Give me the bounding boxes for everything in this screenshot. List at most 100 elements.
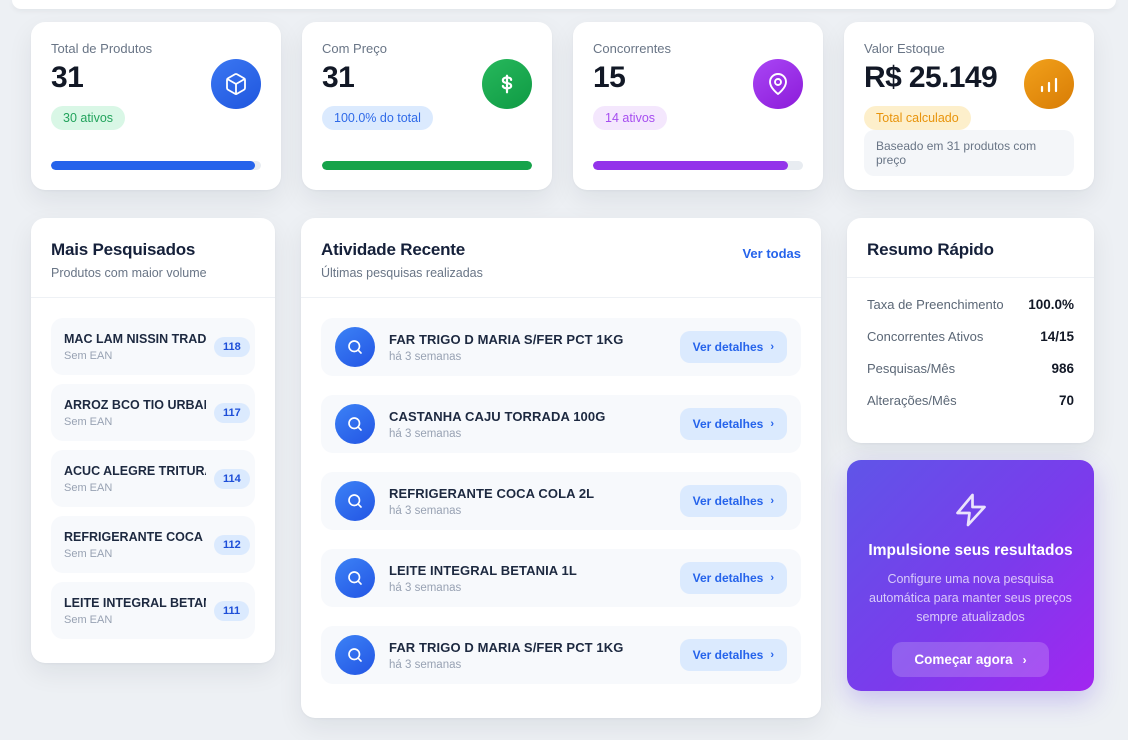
product-ean: Sem EAN — [64, 481, 113, 494]
list-item[interactable]: ACUC ALEGRE TRITURA... Sem EAN 114 — [51, 450, 255, 507]
search-count-badge: 114 — [214, 468, 250, 489]
summary-value: 100.0% — [1028, 297, 1074, 312]
most-searched-header: Mais Pesquisados Produtos com maior volu… — [31, 218, 275, 298]
panel-title: Mais Pesquisados — [51, 240, 196, 259]
progress-track — [51, 161, 261, 170]
status-badge: 100.0% do total — [322, 106, 433, 130]
progress-track — [593, 161, 803, 170]
search-count-badge: 112 — [214, 534, 250, 555]
view-details-button[interactable]: Ver detalhes › — [679, 331, 787, 363]
status-badge: Total calculado — [864, 106, 971, 130]
progress-fill — [593, 161, 789, 170]
product-name: REFRIGERANTE COCA C... — [64, 529, 206, 544]
stat-label: Com Preço — [322, 41, 388, 56]
summary-value: 70 — [1058, 393, 1074, 408]
stat-card-stock-value: Valor Estoque R$ 25.149 Total calculado … — [844, 22, 1094, 190]
quick-summary-header: Resumo Rápido — [847, 218, 1094, 278]
view-details-label: Ver detalhes — [692, 494, 764, 508]
view-details-label: Ver detalhes — [692, 648, 764, 662]
activity-product-name: CASTANHA CAJU TORRADA 100G — [389, 408, 606, 424]
product-name: ACUC ALEGRE TRITURA... — [64, 463, 206, 478]
list-item[interactable]: ARROZ BCO TIO URBAN... Sem EAN 117 — [51, 384, 255, 441]
list-item[interactable]: LEITE INTEGRAL BETANI... Sem EAN 111 — [51, 582, 255, 639]
chevron-right-icon: › — [770, 495, 774, 507]
header-edge — [12, 0, 1116, 9]
map-pin-icon — [753, 59, 803, 109]
activity-row: FAR TRIGO D MARIA S/FER PCT 1KG há 3 sem… — [321, 318, 801, 376]
status-badge: 14 ativos — [593, 106, 668, 130]
progress-fill — [322, 161, 532, 170]
promo-card: Impulsione seus resultados Configure uma… — [847, 460, 1094, 691]
summary-row: Pesquisas/Mês 986 — [867, 361, 1074, 376]
product-name: LEITE INTEGRAL BETANI... — [64, 595, 206, 610]
summary-row: Alterações/Mês 70 — [867, 393, 1074, 408]
stat-cards-row: Total de Produtos 31 30 ativos Com Preço… — [31, 22, 1094, 190]
stat-value: 31 — [322, 61, 355, 94]
progress-fill — [51, 161, 255, 170]
stat-value: R$ 25.149 — [864, 61, 998, 94]
most-searched-list: MAC LAM NISSIN TRAD ... Sem EAN 118 ARRO… — [31, 298, 275, 659]
summary-row: Concorrentes Ativos 14/15 — [867, 329, 1074, 344]
activity-timestamp: há 3 semanas — [389, 658, 462, 671]
progress-track — [322, 161, 532, 170]
stat-footnote: Baseado em 31 produtos com preço — [864, 130, 1074, 176]
stat-value: 31 — [51, 61, 84, 94]
activity-product-name: FAR TRIGO D MARIA S/FER PCT 1KG — [389, 639, 624, 655]
product-ean: Sem EAN — [64, 547, 113, 560]
summary-label: Alterações/Mês — [867, 393, 957, 408]
activity-row: CASTANHA CAJU TORRADA 100G há 3 semanas … — [321, 395, 801, 453]
view-details-label: Ver detalhes — [692, 417, 764, 431]
summary-value: 986 — [1051, 361, 1074, 376]
start-now-button[interactable]: Começar agora › — [892, 642, 1049, 678]
chevron-right-icon: › — [1022, 652, 1027, 667]
panel-title: Resumo Rápido — [867, 240, 994, 259]
list-item[interactable]: REFRIGERANTE COCA C... Sem EAN 112 — [51, 516, 255, 573]
activity-timestamp: há 3 semanas — [389, 504, 462, 517]
view-details-label: Ver detalhes — [692, 340, 764, 354]
summary-label: Concorrentes Ativos — [867, 329, 984, 344]
summary-label: Taxa de Preenchimento — [867, 297, 1004, 312]
view-details-button[interactable]: Ver detalhes › — [679, 562, 787, 594]
search-icon — [335, 481, 375, 521]
search-count-badge: 111 — [214, 600, 250, 621]
activity-product-name: FAR TRIGO D MARIA S/FER PCT 1KG — [389, 331, 624, 347]
list-item[interactable]: MAC LAM NISSIN TRAD ... Sem EAN 118 — [51, 318, 255, 375]
stat-value: 15 — [593, 61, 626, 94]
dollar-icon — [482, 59, 532, 109]
promo-description: Configure uma nova pesquisa automática p… — [869, 572, 1072, 624]
panel-title: Atividade Recente — [321, 240, 465, 259]
search-icon — [335, 635, 375, 675]
status-badge: 30 ativos — [51, 106, 126, 130]
summary-row: Taxa de Preenchimento 100.0% — [867, 297, 1074, 312]
panel-subtitle: Produtos com maior volume — [51, 266, 207, 280]
view-details-button[interactable]: Ver detalhes › — [679, 408, 787, 440]
stat-card-total-products: Total de Produtos 31 30 ativos — [31, 22, 281, 190]
activity-timestamp: há 3 semanas — [389, 350, 462, 363]
bar-chart-icon — [1024, 59, 1074, 109]
product-name: MAC LAM NISSIN TRAD ... — [64, 331, 206, 346]
search-icon — [335, 404, 375, 444]
activity-row: LEITE INTEGRAL BETANIA 1L há 3 semanas V… — [321, 549, 801, 607]
summary-label: Pesquisas/Mês — [867, 361, 956, 376]
activity-row: REFRIGERANTE COCA COLA 2L há 3 semanas V… — [321, 472, 801, 530]
view-all-link[interactable]: Ver todas — [742, 246, 801, 261]
recent-activity-list: FAR TRIGO D MARIA S/FER PCT 1KG há 3 sem… — [301, 298, 821, 704]
view-details-button[interactable]: Ver detalhes › — [679, 485, 787, 517]
summary-value: 14/15 — [1040, 329, 1074, 344]
product-name: ARROZ BCO TIO URBAN... — [64, 397, 206, 412]
promo-title: Impulsione seus resultados — [868, 542, 1073, 559]
stat-label: Valor Estoque — [864, 41, 945, 56]
search-icon — [335, 558, 375, 598]
main-content-row: Mais Pesquisados Produtos com maior volu… — [31, 218, 1094, 718]
zap-icon — [953, 492, 989, 528]
stat-card-competitors: Concorrentes 15 14 ativos — [573, 22, 823, 190]
stat-label: Concorrentes — [593, 41, 672, 56]
chevron-right-icon: › — [770, 572, 774, 584]
search-icon — [335, 327, 375, 367]
right-column: Resumo Rápido Taxa de Preenchimento 100.… — [847, 218, 1094, 691]
chevron-right-icon: › — [770, 418, 774, 430]
view-details-button[interactable]: Ver detalhes › — [679, 639, 787, 671]
product-ean: Sem EAN — [64, 415, 113, 428]
search-count-badge: 117 — [214, 402, 250, 423]
activity-product-name: REFRIGERANTE COCA COLA 2L — [389, 485, 595, 501]
